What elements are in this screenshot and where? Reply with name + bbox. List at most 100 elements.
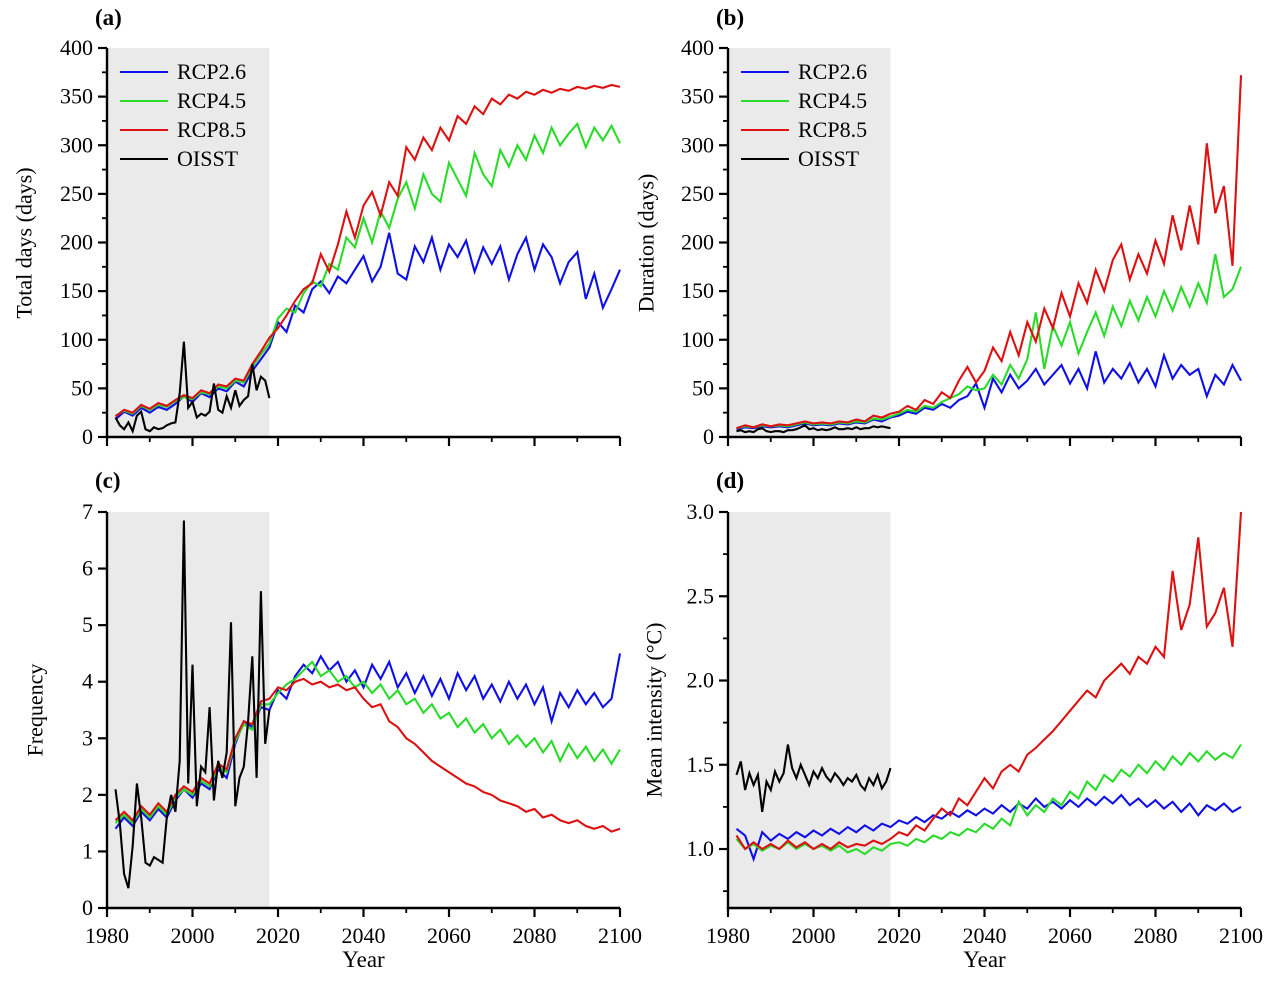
historical-shaded-region [107, 48, 270, 437]
legend-label: RCP4.5 [177, 87, 247, 113]
x-tick-label: 2080 [1134, 923, 1178, 948]
y-tick-label: 200 [60, 230, 93, 255]
legend-line-rcp45 [741, 99, 789, 102]
series-line-rcp45 [114, 121, 621, 417]
y-tick-label: 150 [60, 278, 93, 303]
y-tick-label: 1.0 [687, 836, 715, 861]
y-tick-label: 250 [681, 181, 714, 206]
x-tick-label: 2060 [1048, 923, 1092, 948]
x-tick-label: 2040 [963, 923, 1007, 948]
legend-item-rcp26: RCP2.6 [741, 57, 867, 86]
y-tick-label: 2 [82, 782, 93, 807]
panel-label-a: (a) [95, 5, 122, 30]
y-tick-label: 400 [60, 35, 93, 60]
x-tick-label: 2100 [1219, 923, 1263, 948]
x-tick-label: 2060 [427, 923, 471, 948]
historical-shaded-region [728, 512, 891, 908]
historical-shaded-region [107, 512, 270, 908]
legend-label: RCP2.6 [177, 58, 247, 84]
legend-label: RCP4.5 [798, 87, 868, 113]
y-tick-label: 3 [82, 725, 93, 750]
legend-line-oisst [741, 157, 789, 160]
legend-line-rcp26 [741, 70, 789, 73]
series-line-oisst [114, 520, 271, 889]
x-tick-label: 2000 [792, 923, 836, 948]
series-line-rcp85 [736, 75, 1243, 430]
y-tick-label: 350 [60, 84, 93, 109]
legend-item-oisst: OISST [741, 144, 867, 173]
legend-item-rcp85: RCP8.5 [741, 115, 867, 144]
y-tick-label: 350 [681, 84, 714, 109]
x-tick-label: 2080 [513, 923, 557, 948]
legend-label: RCP8.5 [177, 116, 247, 142]
y-tick-label: 250 [60, 181, 93, 206]
x-tick-label: 2100 [598, 923, 642, 948]
legend-line-rcp45 [120, 99, 168, 102]
y-axis-label-text: Mean intensity (°C) [641, 622, 666, 798]
y-tick-label: 0 [703, 424, 714, 449]
legend-line-rcp85 [741, 128, 789, 131]
y-tick-label: 3.0 [687, 499, 715, 524]
series-line-oisst [736, 424, 891, 434]
y-tick-label: 2.0 [687, 668, 715, 693]
panel-d: 1.0 1.5 2.0 2.5 3.0 1980 2000 2020 2040 2060 2080 2… [687, 499, 1264, 948]
legend-line-rcp85 [120, 128, 168, 131]
panel-a: 0 50 100 150 200 250 300 350 400 [60, 35, 622, 449]
y-tick-label: 50 [71, 375, 93, 400]
y-axis-label-total-days: Total days (days) [8, 48, 42, 437]
y-tick-label: 0 [82, 424, 93, 449]
x-tick-label: 2020 [877, 923, 921, 948]
legend-line-oisst [120, 157, 168, 160]
y-tick-label: 5 [82, 612, 93, 637]
panel-label-b: (b) [716, 5, 745, 30]
x-tick-label: 2000 [171, 923, 215, 948]
x-axis-label-left: Year [342, 947, 385, 972]
y-axis-label-duration: Duration (days) [629, 48, 663, 437]
panel-label-d: (d) [716, 468, 745, 493]
y-tick-label: 0 [82, 895, 93, 920]
y-tick-label: 50 [692, 375, 714, 400]
series-line-rcp45 [735, 743, 1242, 856]
y-tick-label: 6 [82, 556, 93, 581]
y-tick-label: 150 [681, 278, 714, 303]
x-tick-label: 1980 [85, 923, 129, 948]
historical-shaded-region [728, 48, 891, 437]
x-tick-label: 2020 [256, 923, 300, 948]
x-tick-label: 1980 [706, 923, 750, 948]
y-tick-label: 100 [681, 327, 714, 352]
y-tick-label: 100 [60, 327, 93, 352]
y-tick-label: 300 [681, 132, 714, 157]
y-tick-label: 300 [60, 132, 93, 157]
y-tick-label: 1.5 [687, 752, 715, 777]
series-line-rcp85 [735, 511, 1243, 851]
legend-label: RCP8.5 [798, 116, 868, 142]
legend-item-rcp45: RCP4.5 [741, 86, 867, 115]
series-line-oisst [735, 744, 892, 813]
x-tick-label: 2040 [342, 923, 386, 948]
legend-label: OISST [798, 145, 860, 171]
legend-panel-b: RCP2.6 RCP4.5 RCP8.5 OISST [741, 57, 867, 173]
legend-panel-a: RCP2.6 RCP4.5 RCP8.5 OISST [120, 57, 246, 173]
y-axis-label-text: Duration (days) [633, 173, 658, 312]
series-line-oisst [114, 341, 271, 435]
y-axis-label-text: Frequency [22, 663, 48, 757]
series-line-rcp85 [114, 83, 621, 418]
y-tick-label: 4 [82, 669, 93, 694]
legend-label: RCP2.6 [798, 58, 868, 84]
legend-item-rcp26: RCP2.6 [120, 57, 246, 86]
y-tick-label: 200 [681, 230, 714, 255]
y-axis-label-frequency: Frequency [18, 512, 52, 908]
y-tick-label: 1 [82, 838, 93, 863]
panel-b: 0 50 100 150 200 250 300 350 400 [681, 35, 1243, 449]
y-tick-label: 2.5 [687, 583, 715, 608]
legend-item-oisst: OISST [120, 144, 246, 173]
legend-item-rcp85: RCP8.5 [120, 115, 246, 144]
y-axis-label-mean-intensity: Mean intensity (°C) [637, 512, 671, 908]
y-axis-label-text: Total days (days) [12, 166, 38, 319]
legend-label: OISST [177, 145, 239, 171]
y-tick-label: 400 [681, 35, 714, 60]
legend-line-rcp26 [120, 70, 168, 73]
panel-label-c: (c) [95, 468, 121, 493]
